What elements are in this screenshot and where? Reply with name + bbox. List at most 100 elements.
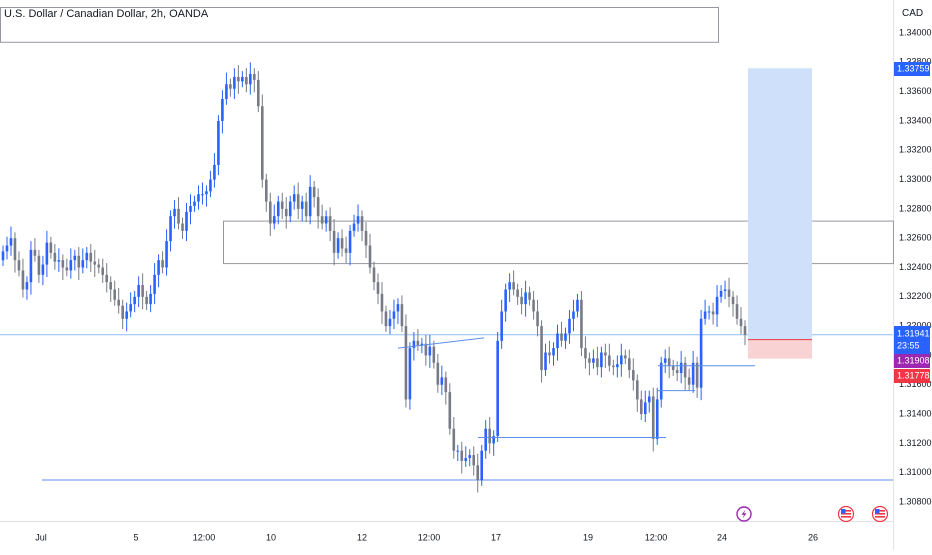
candle[interactable] — [404, 326, 408, 400]
candle[interactable] — [596, 358, 599, 368]
candle[interactable] — [93, 261, 97, 265]
candle[interactable] — [711, 311, 715, 315]
middle-zone[interactable] — [223, 220, 894, 265]
candle[interactable] — [257, 79, 260, 107]
candle[interactable] — [181, 223, 184, 231]
candle[interactable] — [679, 362, 683, 374]
candle[interactable] — [464, 458, 468, 461]
candle[interactable] — [161, 260, 164, 268]
long-position-target-zone[interactable] — [748, 68, 812, 340]
candle[interactable] — [476, 465, 480, 481]
candle[interactable] — [344, 248, 348, 253]
candle[interactable] — [655, 399, 659, 439]
candle[interactable] — [659, 362, 663, 400]
candle[interactable] — [253, 74, 256, 80]
candle[interactable] — [85, 252, 89, 261]
candle[interactable] — [320, 216, 324, 224]
candle[interactable] — [276, 201, 280, 217]
candle[interactable] — [687, 377, 691, 385]
candle[interactable] — [29, 249, 33, 283]
candle[interactable] — [520, 296, 523, 305]
candle[interactable] — [308, 186, 312, 217]
candle[interactable] — [21, 270, 25, 290]
candle[interactable] — [185, 211, 188, 231]
candle[interactable] — [488, 428, 491, 444]
current-price-label[interactable] — [894, 326, 930, 354]
candle[interactable] — [651, 396, 655, 439]
target-price-label[interactable] — [894, 62, 930, 76]
candle[interactable] — [149, 293, 152, 305]
candle[interactable] — [141, 285, 144, 297]
candle[interactable] — [312, 186, 316, 198]
candle[interactable] — [121, 305, 124, 319]
candle[interactable] — [169, 216, 172, 242]
candle[interactable] — [101, 267, 105, 275]
candle[interactable] — [663, 358, 667, 363]
candle[interactable] — [221, 98, 224, 121]
candle[interactable] — [683, 362, 687, 378]
candle[interactable] — [201, 194, 204, 196]
symbol-title[interactable]: U.S. Dollar / Canadian Dollar, 2h, OANDA — [4, 8, 209, 20]
candle[interactable] — [77, 255, 81, 268]
candle[interactable] — [81, 260, 85, 268]
candle[interactable] — [1, 251, 5, 261]
candle[interactable] — [45, 242, 49, 265]
candle[interactable] — [360, 216, 364, 231]
candle[interactable] — [49, 242, 53, 253]
candle[interactable] — [348, 230, 352, 253]
candle[interactable] — [65, 267, 69, 271]
candle[interactable] — [109, 282, 113, 290]
candle[interactable] — [268, 201, 272, 224]
candle[interactable] — [675, 370, 679, 374]
candle[interactable] — [500, 311, 503, 341]
candle[interactable] — [225, 84, 228, 99]
candle[interactable] — [671, 365, 675, 371]
candle[interactable] — [57, 260, 61, 262]
long-position-stop-zone[interactable] — [748, 339, 812, 359]
candle[interactable] — [193, 201, 196, 206]
candle[interactable] — [635, 380, 639, 400]
candle[interactable] — [245, 76, 248, 85]
candle[interactable] — [89, 252, 93, 262]
candle[interactable] — [731, 296, 735, 305]
candle[interactable] — [352, 223, 356, 231]
candle[interactable] — [356, 216, 360, 224]
candle[interactable] — [33, 249, 37, 256]
candle[interactable] — [53, 252, 57, 262]
candle[interactable] — [456, 450, 460, 452]
candle[interactable] — [548, 352, 551, 356]
candle[interactable] — [472, 455, 476, 466]
candle[interactable] — [332, 230, 336, 253]
candle[interactable] — [165, 241, 168, 268]
candle[interactable] — [249, 74, 252, 85]
candle[interactable] — [643, 402, 647, 415]
candle[interactable] — [388, 318, 392, 327]
candle[interactable] — [316, 197, 320, 217]
candle[interactable] — [396, 304, 400, 312]
candle[interactable] — [420, 343, 424, 346]
candle[interactable] — [448, 392, 452, 429]
candle[interactable] — [735, 304, 739, 319]
candle[interactable] — [468, 455, 472, 459]
candle[interactable] — [444, 377, 448, 393]
candle[interactable] — [272, 216, 276, 224]
candle[interactable] — [408, 348, 412, 400]
candle[interactable] — [552, 348, 555, 356]
candle[interactable] — [560, 333, 563, 341]
segment-1[interactable] — [397, 337, 485, 349]
candle[interactable] — [632, 370, 635, 381]
candle[interactable] — [73, 255, 77, 261]
candle[interactable] — [400, 304, 404, 327]
candle[interactable] — [428, 346, 432, 356]
candle[interactable] — [484, 428, 487, 451]
candle[interactable] — [288, 201, 292, 217]
candle[interactable] — [380, 293, 384, 312]
candle[interactable] — [129, 304, 132, 312]
candle[interactable] — [153, 274, 156, 294]
candle[interactable] — [608, 355, 611, 366]
candle[interactable] — [647, 396, 651, 403]
candle[interactable] — [584, 348, 587, 359]
candle[interactable] — [117, 299, 120, 306]
